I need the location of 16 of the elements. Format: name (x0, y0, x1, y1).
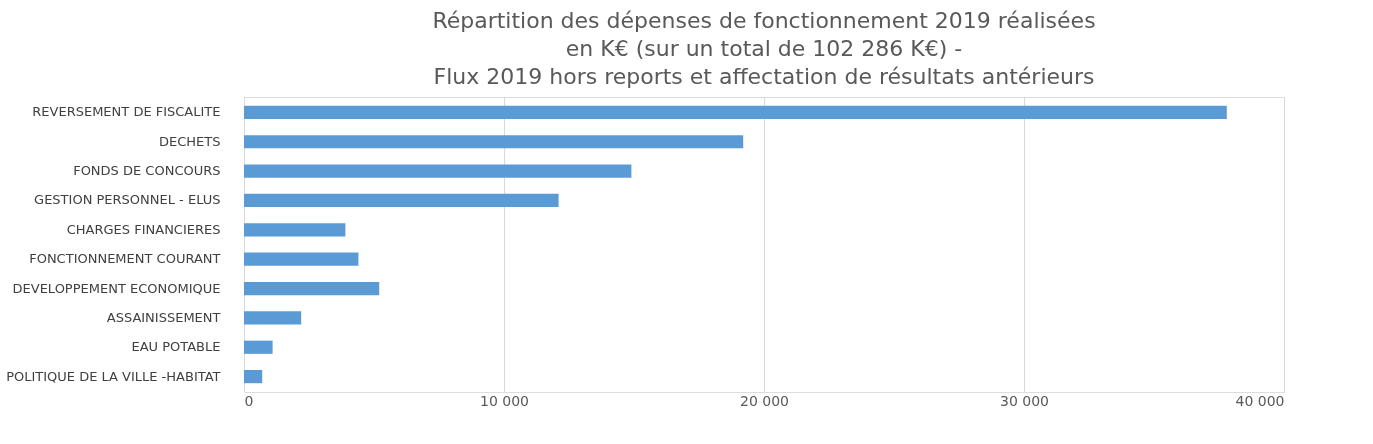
x-tick-label: 40 000 (1235, 392, 1285, 409)
x-tick-label: 10 000 (480, 392, 529, 409)
y-tick-label: GESTION PERSONNEL - ELUS (34, 192, 221, 208)
y-tick-label: DECHETS (159, 133, 221, 149)
y-tick-label: ASSAINISSEMENT (106, 309, 221, 325)
x-tick-label: 30 000 (1000, 392, 1049, 409)
x-tick-label: 0 (244, 392, 254, 409)
y-tick-label: CHARGES FINANCIERES (66, 221, 221, 237)
y-tick-label: FONDS DE CONCOURS (73, 163, 221, 179)
x-tick-label: 20 000 (740, 392, 789, 409)
y-tick-label: FONCTIONNEMENT COURANT (29, 251, 221, 267)
y-tick-label: DEVELOPPEMENT ECONOMIQUE (12, 280, 221, 296)
y-tick-label: REVERSEMENT DE FISCALITE (32, 104, 221, 120)
y-tick-label: POLITIQUE DE LA VILLE -HABITAT (6, 368, 221, 384)
y-tick-label: EAU POTABLE (131, 339, 221, 355)
chart-title: Répartition des dépenses de fonctionnement 2019 réalisées en K€ (sur un total de 102 286 K€) - Flux 2019 hors reports et affectation de résultats antérieurs (432, 8, 1096, 89)
